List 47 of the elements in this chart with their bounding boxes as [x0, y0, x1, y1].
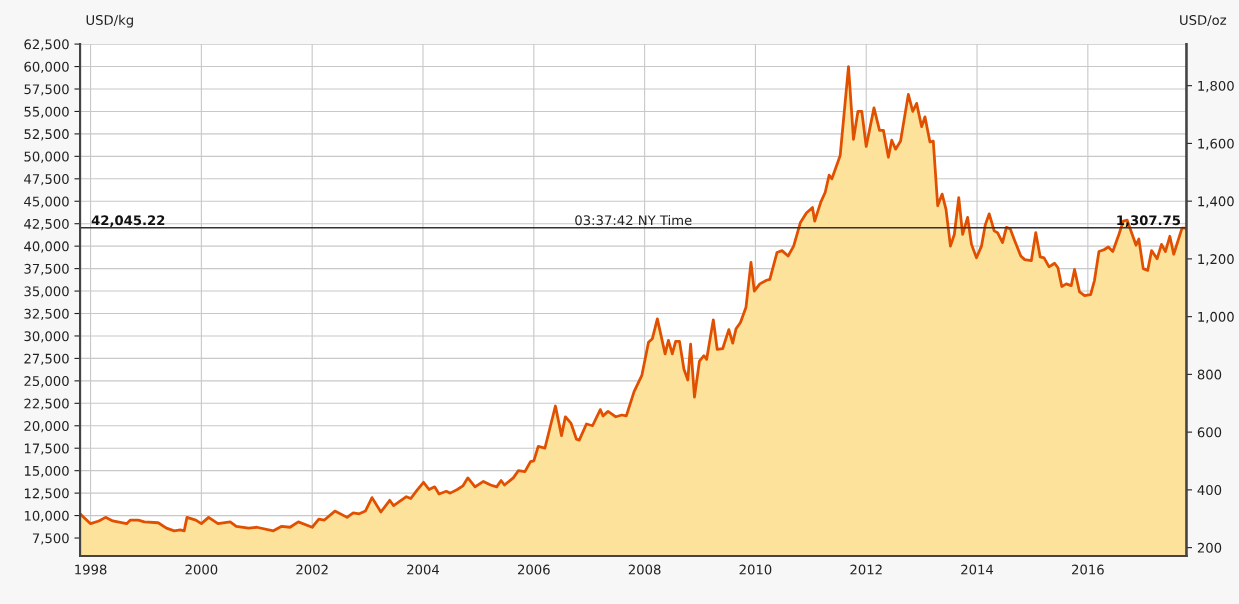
x-tick-label: 2000 [185, 564, 218, 575]
y2-tick-label: 1,600 [1198, 138, 1234, 150]
ref-line-label: 42,045.22 [91, 215, 165, 227]
y-tick-label: 55,000 [24, 106, 69, 118]
x-tick-label: 1998 [75, 564, 107, 575]
y2-tick-label: 400 [1197, 485, 1222, 496]
y-tick-label: 27,500 [24, 353, 69, 365]
y-tick-label: 35,000 [24, 286, 69, 298]
y2-tick-label: 1,000 [1198, 311, 1234, 324]
y-axis-title: USD/kg [86, 14, 133, 28]
x-tick-label: 2014 [961, 564, 994, 575]
x-tick-label: 2006 [517, 564, 550, 575]
y2-tick-label: 800 [1197, 369, 1222, 380]
y-tick-label: 22,500 [24, 398, 69, 410]
y2-tick-label: 200 [1197, 542, 1222, 553]
y-tick-label: 60,000 [24, 61, 69, 74]
x-tick-label: 2016 [1072, 564, 1104, 575]
y-tick-label: 47,500 [24, 174, 69, 186]
y-tick-label: 15,000 [24, 465, 69, 478]
y2-tick-label: 1,400 [1198, 196, 1234, 208]
y2-tick-label: 1,200 [1198, 254, 1234, 266]
x-tick-label: 2008 [628, 564, 661, 575]
y-tick-label: 17,500 [24, 443, 69, 455]
y-tick-label: 45,000 [24, 196, 69, 208]
y2-axis-title: USD/oz [1180, 14, 1227, 27]
y-tick-label: 25,000 [24, 376, 69, 388]
y2-tick-label: 600 [1197, 427, 1222, 438]
y-tick-label: 50,000 [24, 151, 69, 163]
y-tick-label: 42,500 [24, 218, 69, 231]
annotation: 03:37:42 NY Time [575, 215, 692, 226]
x-tick-label: 2002 [296, 564, 328, 575]
x-tick-label: 2010 [739, 564, 772, 575]
x-tick-label: 2012 [850, 564, 882, 575]
y2-tick-label: 1,800 [1198, 80, 1234, 93]
annotation: 1,307.75 [1117, 215, 1181, 227]
y-tick-label: 7,500 [32, 533, 69, 545]
y-tick-label: 57,500 [24, 84, 69, 96]
y-tick-label: 52,500 [24, 129, 69, 141]
y-tick-label: 20,000 [24, 420, 69, 433]
x-tick-label: 2004 [407, 564, 440, 575]
y-tick-label: 12,500 [24, 488, 69, 500]
y-tick-label: 32,500 [24, 308, 69, 321]
y-tick-label: 37,500 [24, 263, 69, 276]
y-tick-label: 40,000 [24, 241, 69, 253]
y-tick-label: 10,000 [24, 510, 69, 523]
y-tick-label: 62,500 [24, 39, 69, 51]
y-tick-label: 30,000 [24, 331, 69, 343]
